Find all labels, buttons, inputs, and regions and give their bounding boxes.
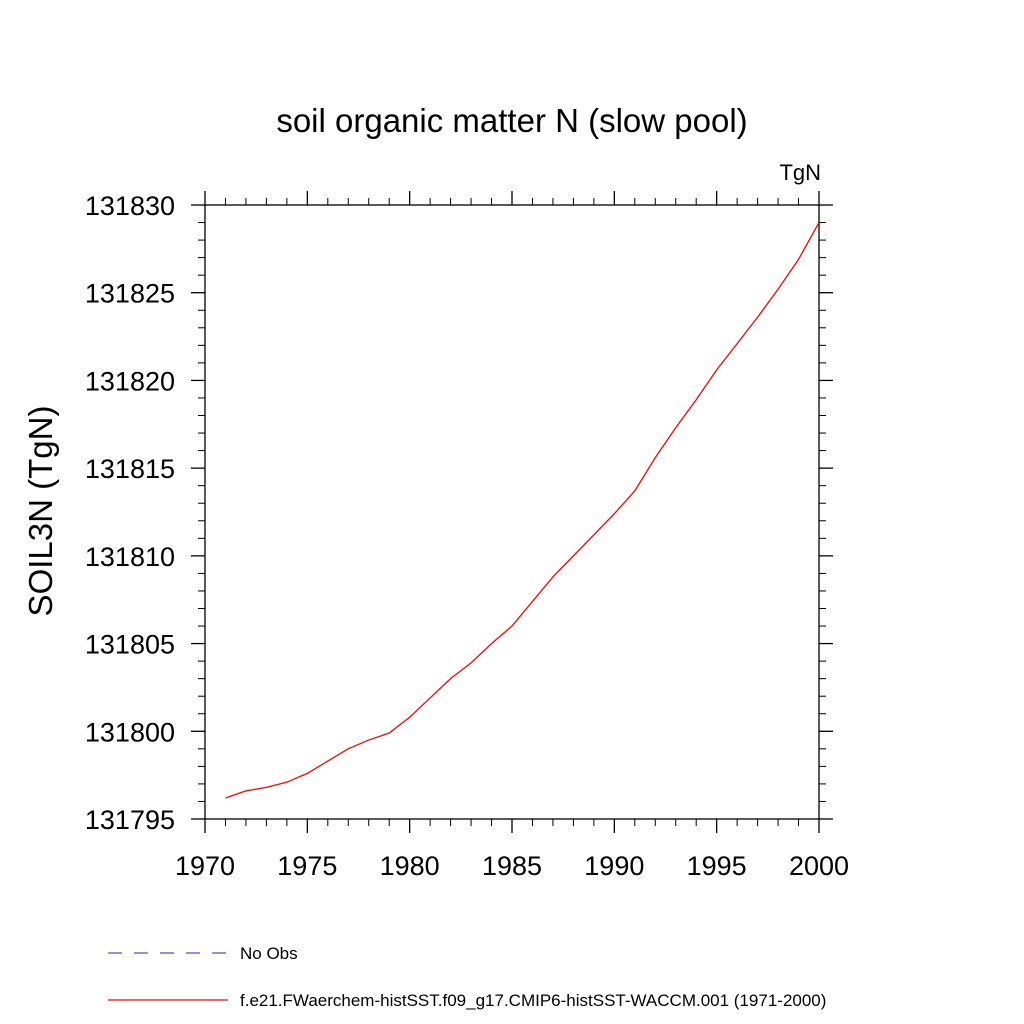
axis-tick-labels: 1970 1975 1980 1985 1990 1995 2000 131795 131800… [85, 191, 849, 881]
x-tick-label: 1970 [175, 851, 235, 881]
x-tick-label: 2000 [789, 851, 849, 881]
legend: No Obs f.e21.FWaerchem-histSST.f09_g17.CM… [108, 944, 826, 1010]
y-axis-label: SOIL3N (TgN) [22, 406, 59, 617]
series-line [225, 222, 820, 799]
y-tick-label: 131810 [85, 542, 175, 572]
y-tick-label: 131800 [85, 717, 175, 747]
y-tick-label: 131795 [85, 805, 175, 835]
y-tick-label: 131825 [85, 279, 175, 309]
x-tick-label: 1995 [687, 851, 747, 881]
legend-label: f.e21.FWaerchem-histSST.f09_g17.CMIP6-hi… [240, 991, 826, 1010]
chart-title: soil organic matter N (slow pool) [276, 102, 747, 139]
x-tick-label: 1975 [277, 851, 337, 881]
x-tick-label: 1985 [482, 851, 542, 881]
y-tick-label: 131820 [85, 366, 175, 396]
x-tick-label: 1990 [584, 851, 644, 881]
axis-ticks [191, 191, 833, 833]
series-lines [225, 222, 820, 799]
y-tick-label: 131805 [85, 630, 175, 660]
y-tick-label: 131815 [85, 454, 175, 484]
plot-frame [204, 204, 820, 820]
x-tick-label: 1980 [380, 851, 440, 881]
units-label: TgN [779, 160, 821, 185]
legend-label: No Obs [240, 944, 298, 963]
y-tick-label: 131830 [85, 191, 175, 221]
